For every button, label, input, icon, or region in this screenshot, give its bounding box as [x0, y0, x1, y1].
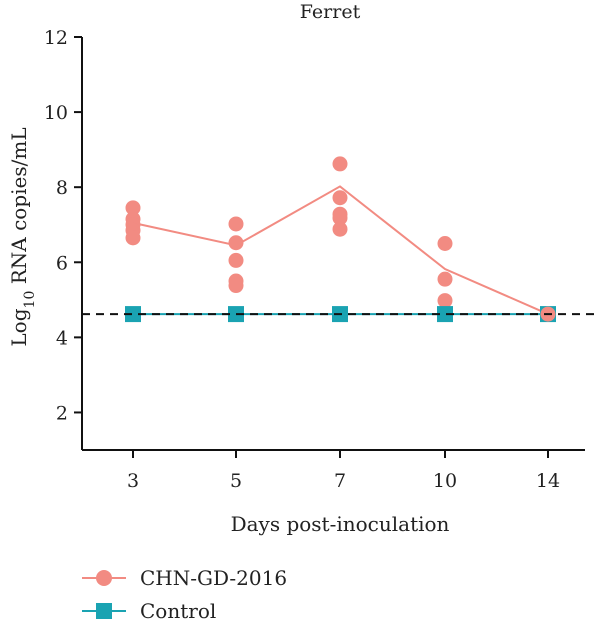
- chn-gd-2016-point: [125, 230, 141, 246]
- legend: CHN-GD-2016 Control: [82, 566, 287, 621]
- chn-gd-2016-point: [228, 278, 244, 294]
- chn-gd-2016-mean-line: [132, 185, 549, 316]
- control-point: [125, 306, 141, 323]
- chn-gd-2016-point: [332, 221, 348, 237]
- x-tick-label: 14: [536, 470, 560, 492]
- x-tick-label: 10: [433, 470, 457, 492]
- legend-label-control: Control: [140, 599, 216, 621]
- y-tick-label: 4: [56, 327, 68, 349]
- y-axis: 2 4 6 8 10 12: [44, 27, 83, 450]
- chn-gd-2016-point: [125, 200, 141, 216]
- x-tick-label: 7: [334, 470, 346, 492]
- x-tick-label: 5: [230, 470, 242, 492]
- y-tick-label: 8: [56, 177, 68, 199]
- chart-title: Ferret: [300, 1, 361, 23]
- chn-gd-2016-point: [437, 293, 453, 309]
- y-tick-label: 12: [44, 27, 68, 49]
- chn-gd-2016-point: [228, 252, 244, 268]
- chn-gd-2016-point: [437, 236, 453, 251]
- chn-gd-2016-point: [437, 271, 453, 287]
- y-tick-label: 6: [56, 252, 68, 274]
- chn-gd-2016-point: [332, 210, 348, 226]
- chn-gd-2016-point: [228, 235, 244, 251]
- legend-label-chn-gd-2016: CHN-GD-2016: [140, 566, 287, 590]
- legend-item-chn-gd-2016: CHN-GD-2016: [82, 566, 287, 590]
- x-axis-title: Days post-inoculation: [231, 512, 450, 536]
- x-axis: 3 5 7 10 14: [82, 449, 585, 492]
- legend-marker-chn-gd-2016: [96, 570, 112, 586]
- x-tick-label: 3: [127, 470, 139, 492]
- legend-item-control: Control: [82, 599, 216, 621]
- y-axis-title-rest: RNA copies/mL: [7, 127, 31, 290]
- control-point: [437, 306, 453, 323]
- chn-gd-2016-point: [332, 156, 348, 172]
- y-tick-label: 2: [56, 402, 68, 424]
- chn-gd-2016-point: [332, 190, 348, 206]
- y-tick-label: 10: [44, 102, 68, 124]
- chn-gd-2016-point: [228, 216, 244, 232]
- series-layer: [125, 156, 556, 323]
- y-axis-title: Log10 RNA copies/mL: [7, 127, 38, 346]
- legend-marker-control: [96, 603, 112, 619]
- y-axis-title-prefix: Log: [7, 308, 31, 346]
- y-axis-title-subscript: 10: [22, 291, 38, 309]
